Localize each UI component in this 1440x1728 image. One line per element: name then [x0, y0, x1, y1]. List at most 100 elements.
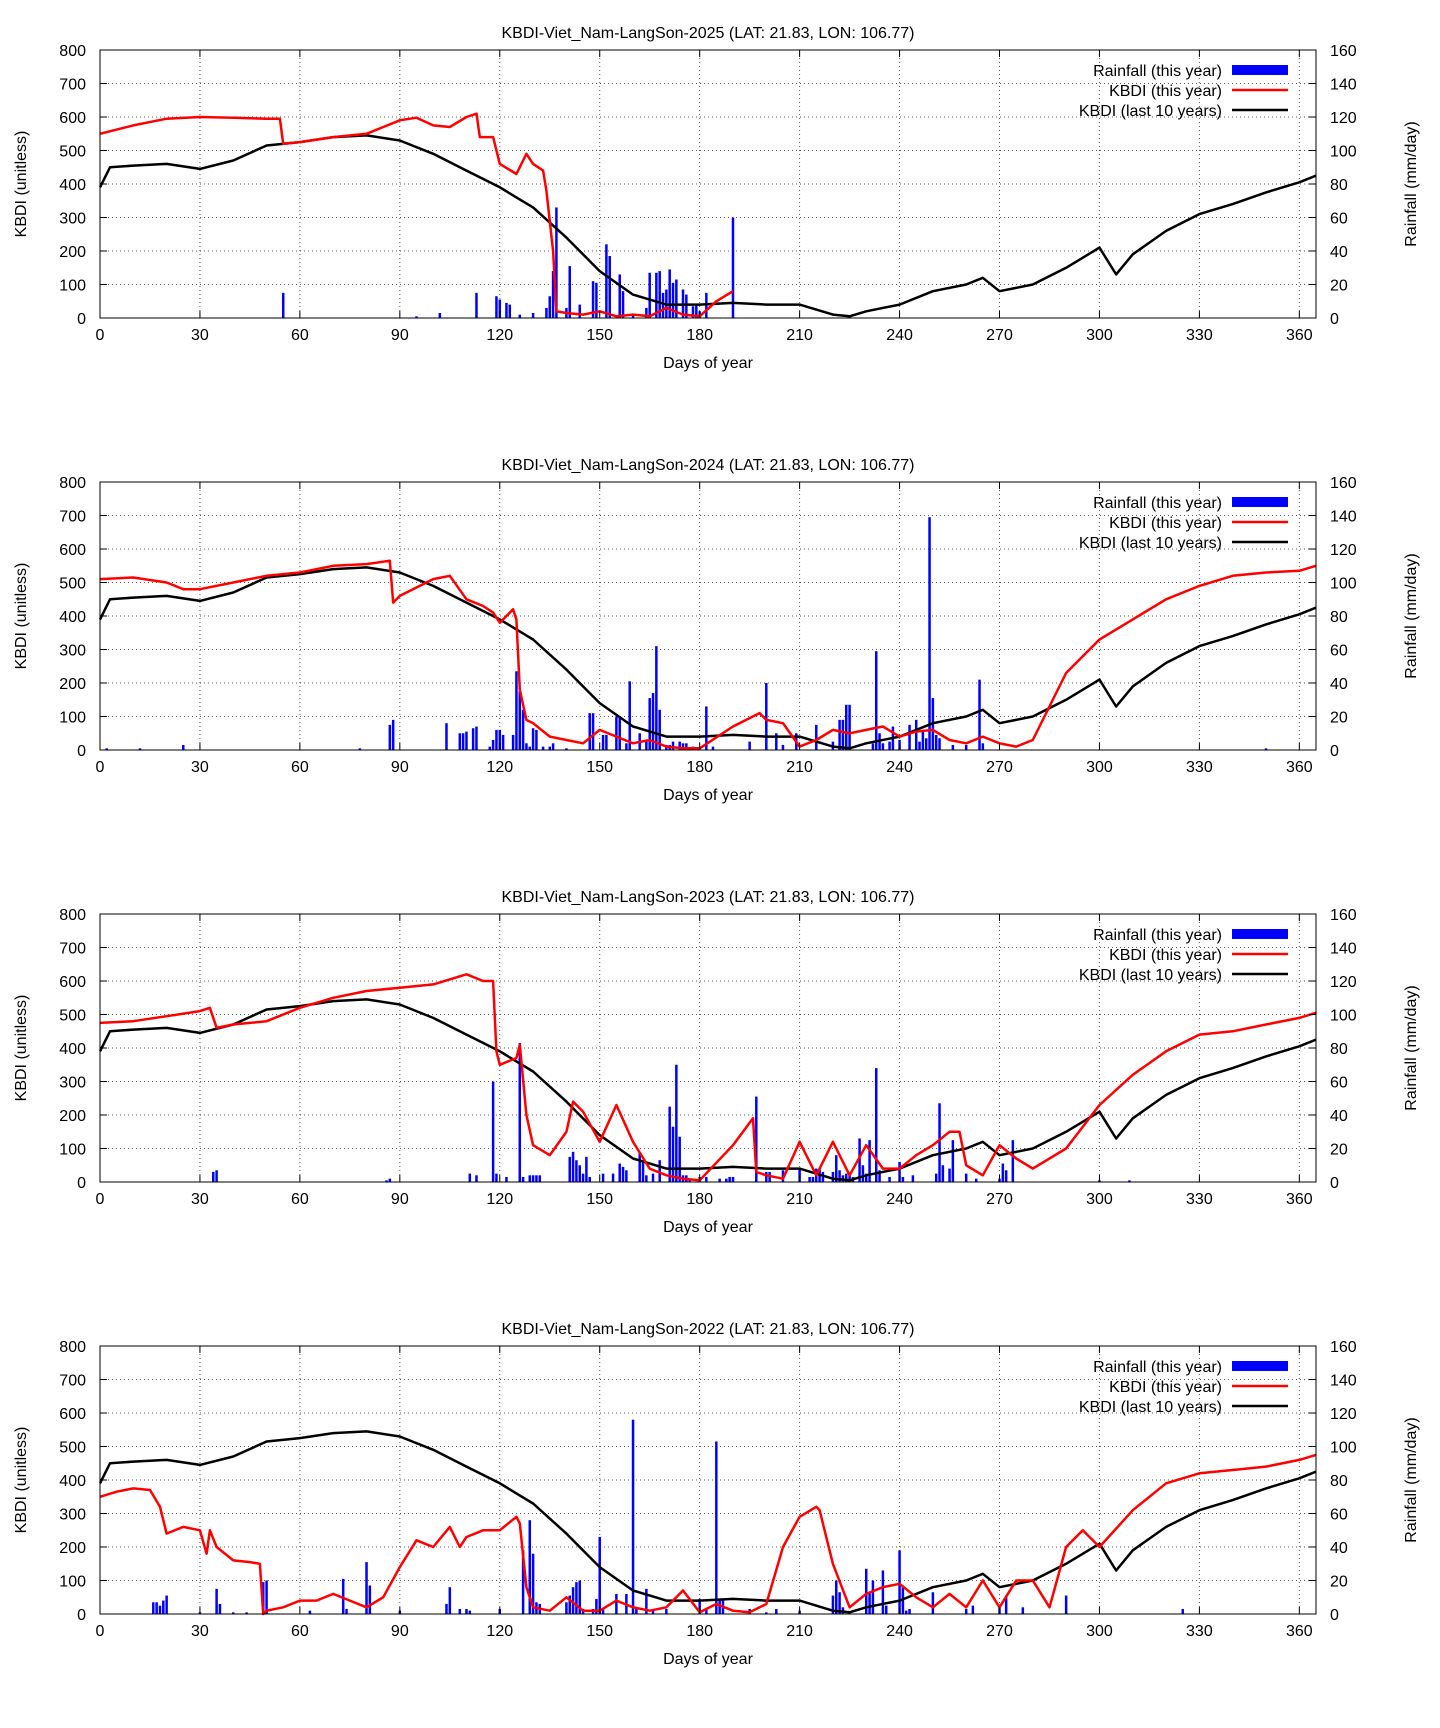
x-tick-label: 90	[391, 327, 409, 344]
rainfall-bar	[765, 1612, 768, 1614]
rainfall-bar	[748, 741, 751, 750]
y-right-tick-label: 20	[1330, 278, 1348, 295]
rainfall-bar	[718, 1178, 721, 1182]
y-left-tick-label: 600	[59, 110, 86, 127]
rainfall-bar	[458, 1608, 462, 1614]
y-right-tick-label: 20	[1330, 1574, 1348, 1591]
x-tick-label: 180	[686, 327, 713, 344]
rainfall-bar	[341, 1578, 345, 1614]
legend-swatch-rainfall	[1232, 65, 1288, 75]
y-right-tick-label: 80	[1330, 609, 1348, 626]
y-left-tick-label: 0	[77, 1175, 86, 1192]
y-right-tick-label: 60	[1330, 1075, 1348, 1092]
rainfall-bar	[898, 1161, 901, 1182]
rainfall-bar	[668, 269, 671, 318]
rainfall-bar	[515, 671, 518, 750]
rainfall-bar	[835, 1580, 838, 1614]
x-tick-label: 210	[786, 1191, 813, 1208]
rainfall-bar	[731, 217, 735, 318]
rainfall-bar	[458, 733, 462, 750]
y-left-tick-label: 300	[59, 643, 86, 660]
rainfall-bar	[731, 1176, 735, 1182]
rainfall-bar	[874, 651, 878, 750]
rainfall-bar	[671, 282, 675, 318]
y-right-tick-label: 100	[1330, 1440, 1357, 1457]
y-left-tick-label: 600	[59, 974, 86, 991]
rainfall-bar	[625, 1170, 628, 1182]
rainfall-bar	[588, 1176, 591, 1182]
y-right-tick-label: 100	[1330, 1008, 1357, 1025]
y-left-tick-label: 300	[59, 1075, 86, 1092]
rainfall-bar	[461, 733, 465, 750]
x-tick-label: 150	[586, 1191, 613, 1208]
chart-title: KBDI-Viet_Nam-LangSon-2024 (LAT: 21.83, …	[502, 457, 915, 474]
rainfall-bar	[811, 1176, 815, 1182]
y-right-tick-label: 20	[1330, 710, 1348, 727]
y-right-axis-label: Rainfall (mm/day)	[1403, 121, 1420, 246]
y-right-tick-label: 0	[1330, 1607, 1339, 1624]
rainfall-bar	[565, 748, 568, 750]
y-right-tick-label: 80	[1330, 1041, 1348, 1058]
rainfall-bar	[568, 1156, 571, 1182]
rainfall-bar	[618, 274, 621, 318]
x-tick-label: 270	[986, 1191, 1013, 1208]
rainfall-bar	[711, 746, 715, 750]
rainfall-bar	[358, 748, 362, 750]
y-left-tick-label: 800	[59, 43, 86, 60]
legend-label: KBDI (this year)	[1109, 83, 1222, 100]
x-axis-label: Days of year	[663, 355, 753, 372]
rainfall-bar	[528, 1175, 532, 1182]
rainfall-bar	[871, 1580, 875, 1614]
x-tick-label: 180	[686, 1191, 713, 1208]
rainfall-bar	[581, 1173, 585, 1182]
rainfall-bar	[938, 738, 941, 750]
rainfall-bar	[591, 713, 595, 750]
kbdi-last10-line	[98, 134, 1317, 318]
y-right-tick-label: 140	[1330, 941, 1357, 958]
rainfall-bar	[531, 312, 535, 318]
y-right-tick-label: 0	[1330, 743, 1339, 760]
kbdi-last10-line	[98, 998, 1317, 1182]
rainfall-bar	[618, 716, 621, 750]
rainfall-bar	[105, 748, 108, 750]
y-right-tick-label: 0	[1330, 311, 1339, 328]
x-tick-label: 180	[686, 1623, 713, 1640]
rainfall-bar	[874, 1068, 878, 1182]
rainfall-bars	[281, 207, 735, 318]
rainfall-bar	[678, 741, 681, 750]
y-left-tick-label: 0	[77, 311, 86, 328]
x-tick-label: 60	[291, 327, 309, 344]
y-left-tick-label: 0	[77, 743, 86, 760]
legend-label: KBDI (this year)	[1109, 947, 1222, 964]
x-tick-label: 120	[486, 327, 513, 344]
rainfall-bar	[488, 746, 492, 750]
rainfall-bar	[655, 646, 658, 750]
y-left-tick-label: 100	[59, 1574, 86, 1591]
x-tick-label: 360	[1286, 327, 1313, 344]
x-tick-label: 90	[391, 759, 409, 776]
rainfall-bar	[595, 282, 598, 318]
legend-label: KBDI (last 10 years)	[1079, 1399, 1222, 1416]
rainfall-bar	[162, 1600, 165, 1614]
grid	[100, 914, 1316, 1182]
rainfall-bar	[601, 1608, 605, 1614]
y-right-tick-label: 100	[1330, 576, 1357, 593]
rainfall-bar	[645, 307, 648, 318]
rainfall-bar	[685, 294, 688, 318]
rainfall-bar	[368, 1585, 372, 1614]
rainfall-bar	[848, 704, 851, 750]
y-left-tick-label: 700	[59, 509, 86, 526]
rainfall-bar	[528, 1520, 532, 1614]
rainfall-bar	[575, 1582, 578, 1614]
rainfall-bar	[658, 709, 661, 750]
rainfall-bar	[841, 719, 845, 750]
x-tick-label: 330	[1186, 1191, 1213, 1208]
x-tick-label: 0	[96, 1623, 105, 1640]
rainfall-bar	[765, 1171, 768, 1182]
rainfall-bar	[705, 1176, 708, 1182]
y-left-tick-label: 100	[59, 278, 86, 295]
rainfall-bar	[681, 743, 685, 750]
rainfall-bar	[765, 683, 768, 750]
rainfall-bar	[591, 281, 595, 318]
y-left-tick-label: 800	[59, 475, 86, 492]
